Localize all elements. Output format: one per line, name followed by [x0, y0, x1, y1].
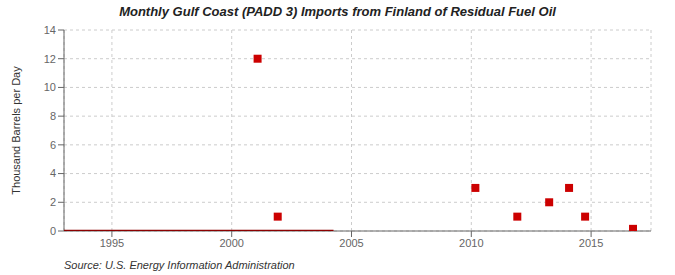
svg-text:10: 10 [44, 81, 56, 93]
html-text:Monthly Gulf Coast (PADD 3) Im: Monthly Gulf Coast (PADD 3) Imports from… [119, 4, 556, 19]
svg-text:0: 0 [50, 225, 56, 237]
svg-text:2015: 2015 [579, 237, 603, 249]
svg-text:2005: 2005 [339, 237, 363, 249]
html-text:Source: U.S. Energy Informatio: Source: U.S. Energy Information Administ… [64, 259, 295, 271]
svg-text:4: 4 [50, 167, 56, 179]
svg-text:2010: 2010 [459, 237, 483, 249]
svg-text:8: 8 [50, 110, 56, 122]
svg-text:6: 6 [50, 139, 56, 151]
svg-text:Thousand Barrels per Day: Thousand Barrels per Day [10, 66, 22, 195]
svg-text:1995: 1995 [100, 237, 124, 249]
svg-text:12: 12 [44, 53, 56, 65]
svg-text:2000: 2000 [219, 237, 243, 249]
svg-text:2: 2 [50, 196, 56, 208]
svg-text:14: 14 [44, 24, 56, 36]
